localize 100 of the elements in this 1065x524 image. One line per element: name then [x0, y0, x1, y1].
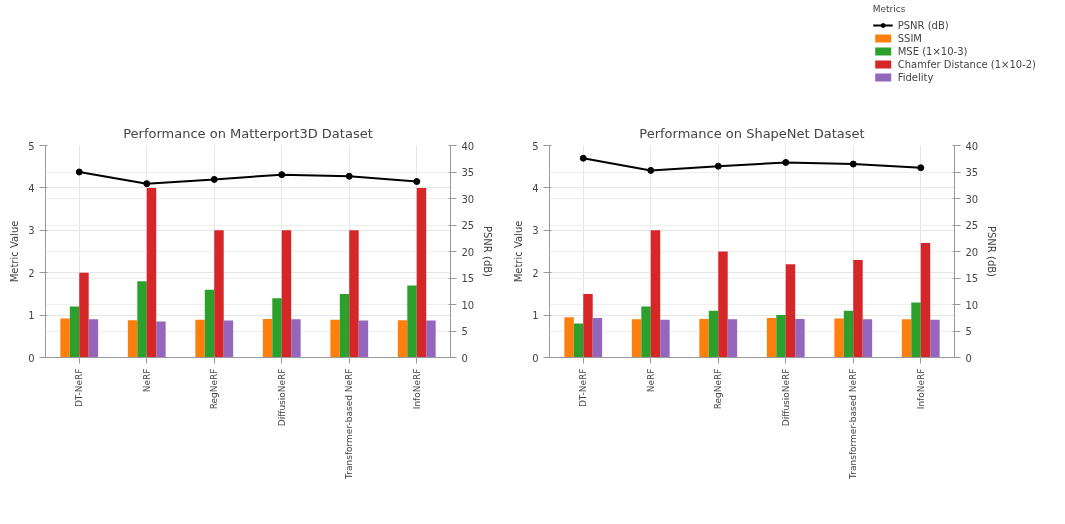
bar [223, 320, 234, 358]
bar [795, 318, 805, 358]
y2-tick-label: 35 [461, 167, 475, 178]
x-tick-label: InfoNeRF [411, 368, 422, 410]
x-tick-label: DiffusioNeRF [780, 368, 791, 427]
y-tick-label: 0 [532, 352, 539, 364]
legend-title: Metrics [872, 4, 907, 14]
bar [137, 281, 147, 358]
bar [631, 319, 642, 358]
y2-tick-label: 10 [965, 299, 979, 311]
bar [214, 230, 224, 358]
y2-tick-label: 20 [461, 246, 475, 258]
bar [592, 318, 603, 358]
point [579, 154, 587, 162]
y-axis-title: Metric Value [9, 220, 21, 283]
point [413, 178, 421, 186]
y2-tick-label: 25 [965, 220, 979, 231]
y2-tick-label: 15 [461, 273, 475, 284]
bar [262, 318, 273, 358]
y2-tick-label: 0 [461, 352, 468, 364]
bar [281, 230, 292, 358]
x-tick-label: NeRF [645, 368, 656, 393]
bar [901, 319, 912, 358]
point [849, 160, 857, 168]
x-tick-label: Transformer-based NeRF [344, 368, 355, 480]
bar [397, 320, 408, 358]
chart-title: Performance on ShapeNet Dataset [639, 125, 865, 141]
y-tick-label: 5 [532, 140, 539, 152]
legend-label: SSIM [897, 32, 922, 44]
legend-label: PSNR (dB) [897, 19, 949, 31]
bar [60, 318, 70, 358]
bar [853, 259, 863, 358]
y-tick-label: 2 [532, 267, 539, 279]
x-tick-label: RegNeRF [209, 368, 220, 410]
bar [573, 323, 584, 358]
bar [911, 302, 921, 358]
y2-tick-label: 25 [461, 220, 475, 231]
bar [291, 319, 301, 358]
chart-title: Performance on Matterport3D Dataset [123, 125, 373, 141]
point [782, 158, 790, 166]
y-tick-label: 4 [28, 182, 35, 194]
x-tick-label: InfoNeRF [915, 368, 926, 410]
y2-tick-label: 15 [965, 273, 979, 284]
legend-label: Chamfer Distance (1×10-2) [897, 58, 1036, 70]
bar [862, 319, 873, 358]
y-tick-label: 4 [532, 182, 539, 194]
x-tick-label: DT-NeRF [578, 368, 589, 408]
bar [583, 293, 593, 358]
y-axis-title: Metric Value [513, 220, 525, 283]
bar [920, 243, 931, 358]
bar [330, 319, 340, 358]
point [210, 175, 218, 183]
y2-tick-label: 5 [965, 326, 972, 337]
point [143, 180, 151, 188]
bar [88, 319, 99, 358]
bar [79, 272, 89, 358]
bar [127, 320, 138, 358]
point [278, 171, 286, 179]
bar [776, 315, 786, 358]
bar [358, 320, 369, 358]
bar [727, 319, 738, 358]
bar [843, 310, 854, 358]
bar [146, 187, 157, 358]
bar [416, 187, 427, 358]
x-tick-label: DT-NeRF [74, 368, 85, 408]
bar [204, 289, 215, 358]
y2-tick-label: 40 [461, 140, 475, 152]
y2-tick-label: 35 [965, 167, 979, 178]
x-tick-label: Transformer-based NeRF [848, 368, 859, 480]
legend-label: Fidelity [897, 71, 934, 83]
y2-tick-label: 0 [965, 352, 972, 364]
bar [718, 251, 728, 358]
y-tick-label: 2 [28, 267, 35, 279]
y-tick-label: 1 [532, 310, 539, 322]
y2-tick-label: 30 [965, 193, 979, 205]
bar [69, 306, 80, 358]
y-tick-label: 5 [28, 140, 35, 152]
y-tick-label: 3 [28, 225, 35, 237]
bar [660, 319, 670, 358]
y2-axis-title: PSNR (dB) [986, 226, 998, 278]
legend-label: MSE (1×10-3) [897, 45, 968, 57]
y2-tick-label: 30 [461, 193, 475, 205]
point [917, 164, 925, 172]
x-tick-label: DiffusioNeRF [276, 368, 287, 427]
bar [407, 285, 417, 358]
bar [785, 264, 796, 358]
bar [699, 318, 709, 358]
bar [650, 230, 661, 358]
bar [349, 230, 359, 358]
bar [195, 319, 205, 358]
bar [708, 310, 719, 358]
point [75, 168, 83, 176]
bar [641, 306, 651, 358]
y-tick-label: 3 [532, 225, 539, 237]
point [714, 162, 722, 170]
point [647, 166, 655, 174]
bar [564, 317, 574, 358]
x-tick-label: NeRF [141, 368, 152, 393]
x-tick-label: RegNeRF [713, 368, 724, 410]
bar [156, 321, 166, 358]
